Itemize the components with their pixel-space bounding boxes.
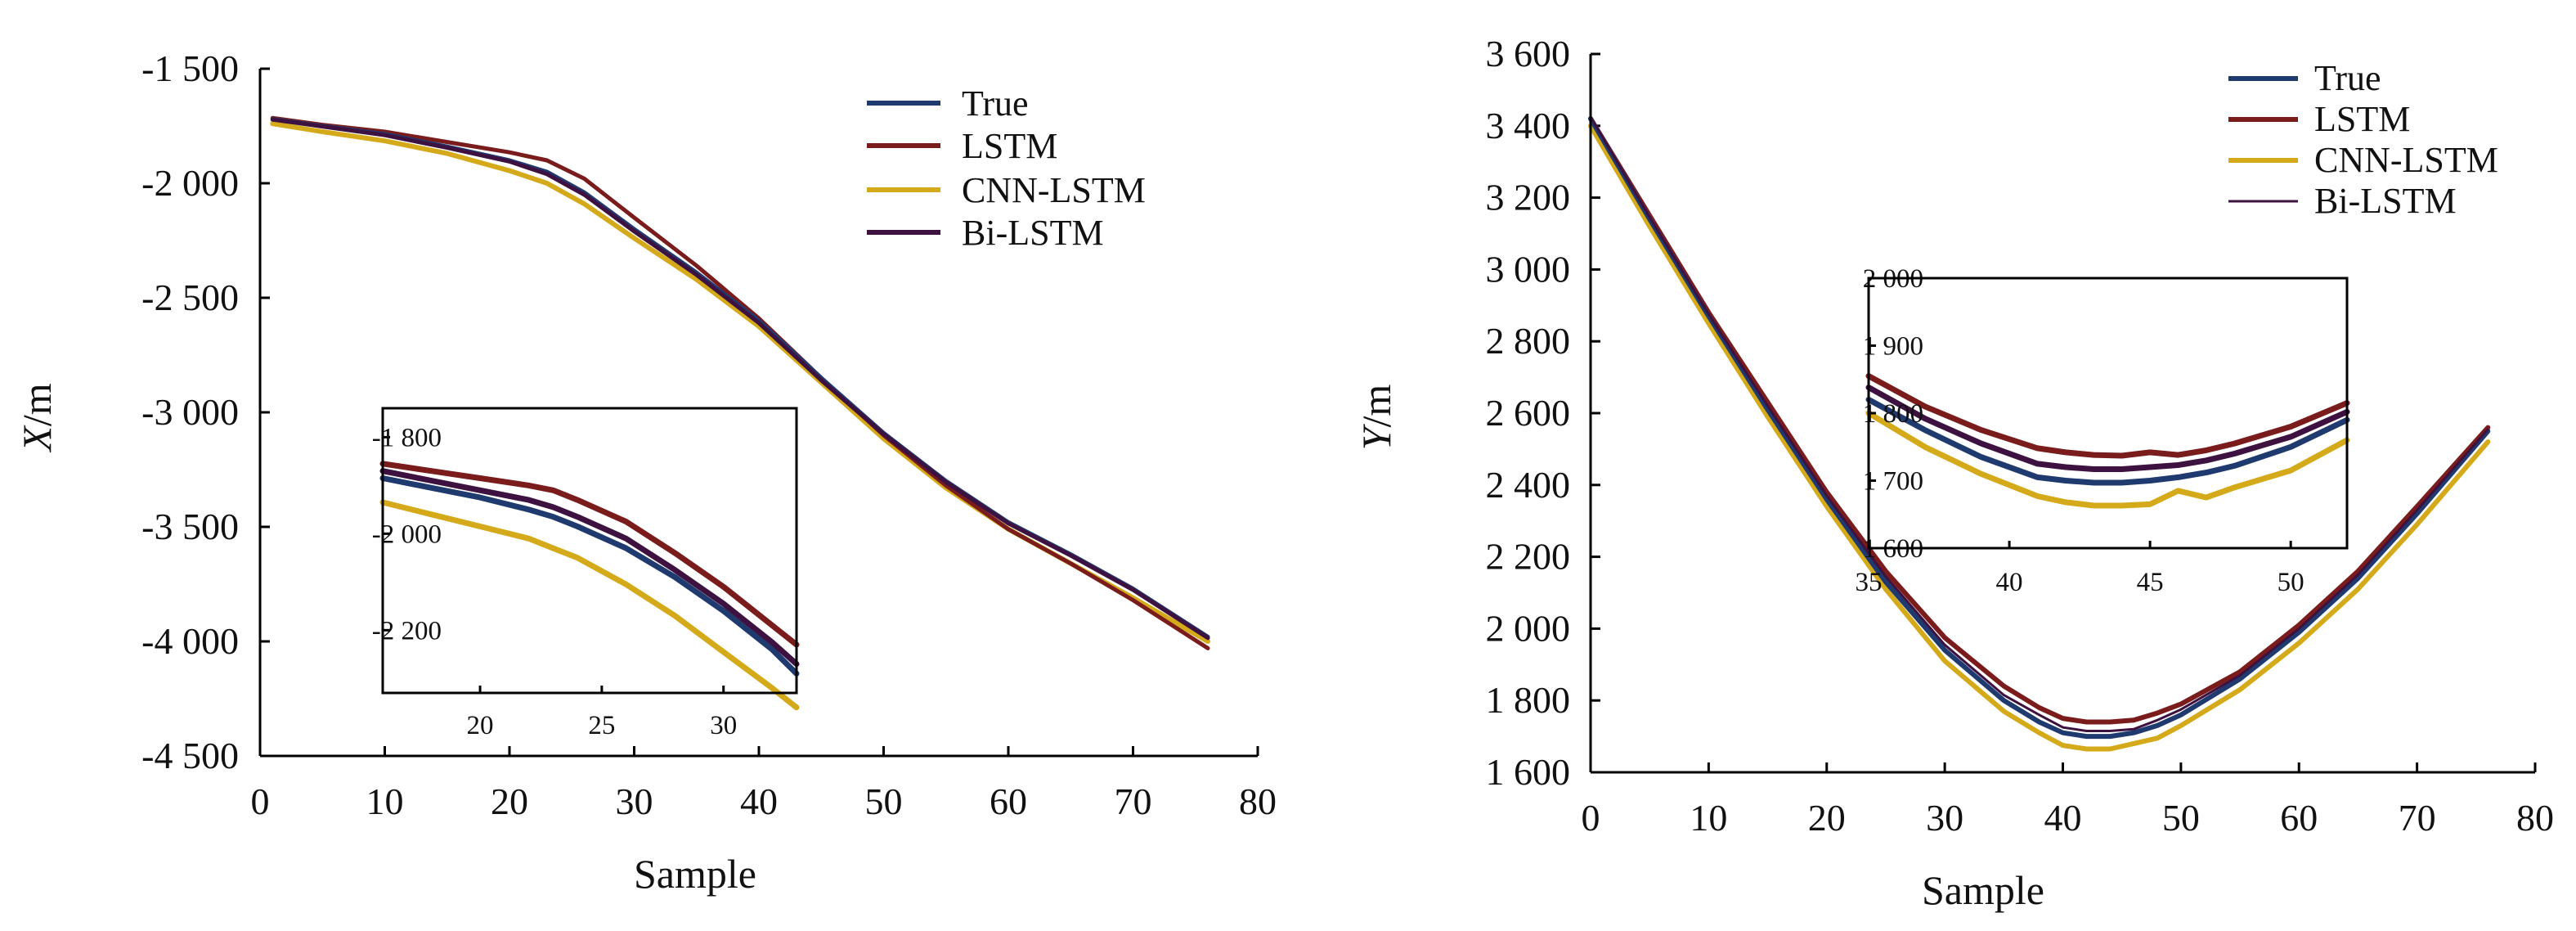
- inset-series-line-true: [1865, 397, 2350, 486]
- y-tick-label: -4 500: [141, 735, 239, 776]
- y-tick-label: -4 000: [141, 620, 239, 662]
- legend-item-lstm: LSTM: [867, 126, 1057, 166]
- inset-series-line-true: [379, 475, 800, 677]
- y-tick-label: 2 200: [1486, 536, 1571, 578]
- inset-x-tick-label: 50: [2278, 568, 2304, 597]
- legend-label-cnn-lstm: CNN-LSTM: [2314, 140, 2498, 180]
- legend-item-bi-lstm: Bi-LSTM: [867, 213, 1104, 253]
- inset-x-tick-label: 45: [2137, 568, 2164, 597]
- x-tick-label: 30: [616, 780, 653, 822]
- x-tick-label: 80: [1239, 780, 1277, 822]
- y-chart-y-ticks: 3 600 3 400 3 200 3 000 2 800 2 600 2 400 2 200…: [1486, 33, 1600, 793]
- x-tick-label: 60: [990, 780, 1027, 822]
- x-chart-x-ticks: 0 10 20 30 40 50 60 70 80: [251, 746, 1277, 822]
- series-line-cnn-lstm: [1588, 123, 2491, 752]
- y-tick-label: -2 000: [141, 162, 239, 204]
- y-tick-label: -3 000: [141, 391, 239, 433]
- x-tick-label: 30: [1926, 797, 1963, 839]
- legend-label-bi-lstm: Bi-LSTM: [962, 213, 1104, 253]
- x-tick-label: 40: [2044, 797, 2082, 839]
- inset-y-tick-label: 1 900: [1863, 332, 1923, 362]
- x-chart-xlabel: Sample: [634, 851, 756, 897]
- inset-y-tick-label: 1 800: [1863, 399, 1923, 429]
- inset-x-tick-label: 25: [588, 711, 615, 740]
- inset-x-tick-label: 30: [710, 711, 737, 740]
- y-tick-label: 2 000: [1486, 607, 1571, 649]
- legend-item-bi-lstm: Bi-LSTM: [2228, 181, 2457, 221]
- inset-x-tick-label: 40: [1996, 568, 2023, 597]
- y-tick-label: 1 600: [1486, 751, 1571, 793]
- x-tick-label: 10: [1690, 797, 1727, 839]
- x-chart-inset-border: [381, 407, 798, 695]
- legend-label-lstm: LSTM: [2314, 99, 2410, 139]
- series-line-lstm: [1588, 116, 2491, 725]
- legend-item-true: True: [867, 83, 1029, 124]
- inset-series-line-bi-lstm: [1865, 385, 2350, 472]
- y-chart-inset-border: [1867, 277, 2349, 550]
- inset-series-line-bi-lstm: [379, 468, 800, 668]
- series-line-lstm: [270, 115, 1210, 650]
- y-chart: Y/m Sample 3 600 3 400 3 200 3 000 2 800 2 60…: [1353, 33, 2554, 913]
- x-tick-label: 80: [2516, 797, 2554, 839]
- x-tick-label: 20: [491, 780, 528, 822]
- series-line-bi-lstm: [270, 117, 1210, 641]
- y-tick-label: -2 500: [141, 277, 239, 318]
- y-chart-series: [1588, 115, 2491, 752]
- y-chart-inset-series: [1865, 373, 2350, 509]
- y-tick-label: 3 600: [1486, 33, 1571, 74]
- y-tick-label: 2 400: [1486, 464, 1571, 506]
- series-line-true: [1588, 116, 2491, 740]
- x-tick-label: 0: [251, 780, 270, 822]
- legend-item-lstm: LSTM: [2228, 99, 2410, 139]
- x-tick-label: 40: [740, 780, 778, 822]
- y-tick-label: 1 800: [1486, 679, 1571, 721]
- inset-x-tick-label: 20: [467, 711, 494, 740]
- x-chart-series: [270, 115, 1210, 650]
- inset-series-line-cnn-lstm: [1865, 410, 2350, 509]
- inset-y-tick-label: 1 700: [1863, 467, 1923, 497]
- y-tick-label: 3 400: [1486, 105, 1571, 146]
- y-tick-label: 3 000: [1486, 248, 1571, 290]
- x-chart-y-ticks: -1 500 -2 000 -2 500 -3 000 -3 500 -4 000 -4 5…: [141, 47, 270, 776]
- inset-series-line-cnn-lstm: [379, 499, 800, 711]
- y-tick-label: 3 200: [1486, 177, 1571, 218]
- inset-series-line-lstm: [1865, 373, 2350, 459]
- x-chart-inset-frame: [381, 407, 798, 695]
- x-tick-label: 0: [1582, 797, 1600, 839]
- legend-label-bi-lstm: Bi-LSTM: [2314, 181, 2457, 221]
- x-chart-ylabel: X/m: [14, 383, 60, 452]
- y-chart-xlabel: Sample: [1922, 867, 2044, 913]
- legend-label-cnn-lstm: CNN-LSTM: [962, 170, 1146, 210]
- legend-item-cnn-lstm: CNN-LSTM: [867, 170, 1146, 210]
- x-tick-label: 10: [366, 780, 404, 822]
- x-tick-label: 70: [2399, 797, 2436, 839]
- y-tick-label: -3 500: [141, 506, 239, 547]
- x-chart: X/m Sample -1 500 -2 000 -2 500 -3 000 -3 50…: [14, 47, 1277, 897]
- legend-item-true: True: [2228, 58, 2381, 98]
- y-tick-label: -1 500: [141, 47, 239, 89]
- x-tick-label: 70: [1115, 780, 1152, 822]
- y-chart-ylabel: Y/m: [1353, 385, 1399, 451]
- legend-item-cnn-lstm: CNN-LSTM: [2228, 140, 2498, 180]
- x-tick-label: 50: [2162, 797, 2200, 839]
- inset-x-tick-label: 35: [1856, 568, 1883, 597]
- y-tick-label: 2 600: [1486, 392, 1571, 434]
- y-chart-x-ticks: 0 10 20 30 40 50 60 70 80: [1582, 762, 2554, 839]
- x-chart-inset-series: [379, 461, 800, 711]
- x-tick-label: 20: [1808, 797, 1846, 839]
- legend-label-true: True: [962, 83, 1029, 124]
- inset-series-line-lstm: [379, 461, 800, 648]
- series-line-bi-lstm: [1589, 115, 2489, 732]
- x-tick-label: 50: [865, 780, 903, 822]
- legend-label-lstm: LSTM: [962, 126, 1057, 166]
- legend-label-true: True: [2314, 58, 2381, 98]
- y-tick-label: 2 800: [1486, 320, 1571, 362]
- x-tick-label: 60: [2280, 797, 2318, 839]
- x-chart-legend: True LSTM CNN-LSTM Bi-LSTM: [867, 83, 1146, 253]
- y-chart-legend: True LSTM CNN-LSTM Bi-LSTM: [2228, 58, 2498, 221]
